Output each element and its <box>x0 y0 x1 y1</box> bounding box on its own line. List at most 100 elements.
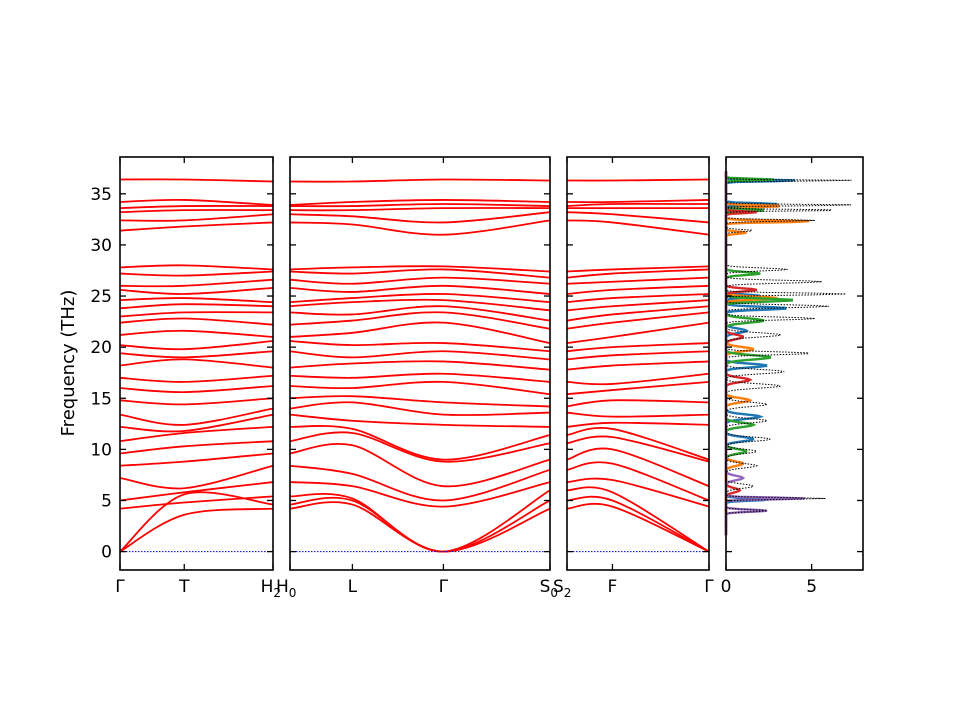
band-line <box>289 496 551 553</box>
band-line <box>119 350 274 359</box>
band-line <box>119 495 274 510</box>
band-line <box>119 425 274 443</box>
band-line <box>289 207 551 212</box>
band-line <box>566 219 710 236</box>
band-line <box>289 350 551 361</box>
y-tick-label: 0 <box>101 543 112 563</box>
band-line <box>119 311 274 318</box>
band-line <box>119 407 274 426</box>
x-tick-label: Γ <box>115 577 125 597</box>
band-line <box>289 276 551 285</box>
band-line <box>566 350 710 361</box>
band-line <box>119 205 274 210</box>
band-line <box>119 286 274 295</box>
panel-frame <box>119 156 274 571</box>
panel-frame <box>566 156 710 571</box>
band-line <box>289 292 551 304</box>
band-line <box>119 340 274 351</box>
band-line <box>566 447 710 488</box>
band-line <box>566 477 710 508</box>
band-panel-1 <box>119 156 274 571</box>
band-line <box>566 284 710 295</box>
band-line <box>289 464 551 502</box>
x-tick-label: S2 <box>553 577 571 600</box>
band-line <box>289 298 551 312</box>
dos-x-tick-label: 5 <box>806 577 817 597</box>
band-line <box>119 507 274 553</box>
x-tick-label: H0 <box>276 577 296 600</box>
y-tick-label: 10 <box>90 440 112 460</box>
band-line <box>289 265 551 273</box>
band-line <box>566 435 710 463</box>
y-axis-label: Frequency (THz) <box>58 290 79 437</box>
band-line <box>289 372 551 383</box>
band-line <box>289 443 551 488</box>
band-line <box>289 425 551 461</box>
band-line <box>119 317 274 326</box>
band-line <box>289 431 551 463</box>
x-tick-label: L <box>348 577 358 597</box>
band-line <box>119 221 274 232</box>
band-line <box>566 461 710 502</box>
band-line <box>289 489 551 553</box>
panel-frame <box>289 156 551 571</box>
band-line <box>119 397 274 406</box>
band-line <box>566 211 710 224</box>
band-line <box>119 303 274 310</box>
band-line <box>566 265 710 273</box>
x-tick-label: Γ <box>704 577 714 597</box>
band-line <box>289 360 551 371</box>
y-tick-label: 5 <box>101 491 112 511</box>
band-line <box>289 340 551 353</box>
band-line <box>289 268 551 279</box>
band-panel-2 <box>289 156 551 571</box>
band-line <box>566 178 710 182</box>
band-line <box>289 203 551 208</box>
band-line <box>566 293 710 304</box>
x-tick-label: F <box>608 577 618 597</box>
band-line <box>566 202 710 207</box>
band-line <box>566 427 710 461</box>
band-line <box>119 278 274 288</box>
band-line <box>566 311 710 330</box>
band-line <box>566 199 710 204</box>
band-line <box>289 413 551 428</box>
band-line <box>566 399 710 408</box>
band-line <box>119 440 274 455</box>
band-line <box>289 311 551 330</box>
band-line <box>566 360 710 371</box>
y-tick-label: 15 <box>90 389 112 409</box>
band-line <box>119 481 274 502</box>
band-line <box>119 452 274 467</box>
band-line <box>289 395 551 408</box>
x-tick-label: T <box>178 577 190 597</box>
dos-total-line <box>725 171 852 536</box>
band-line <box>119 270 274 277</box>
band-line <box>289 305 551 322</box>
band-line <box>119 213 274 222</box>
band-line <box>289 219 551 236</box>
band-line <box>566 299 710 312</box>
band-line <box>119 358 274 369</box>
band-line <box>566 502 710 553</box>
band-line <box>566 421 710 428</box>
dos-x-tick-label: 0 <box>721 577 732 597</box>
band-line <box>119 374 274 383</box>
y-tick-label: 35 <box>90 185 112 205</box>
band-line <box>119 297 274 304</box>
band-line <box>119 178 274 183</box>
band-line <box>566 276 710 285</box>
band-line <box>119 198 274 206</box>
band-line <box>119 264 274 271</box>
band-line <box>566 342 710 353</box>
band-line <box>119 385 274 394</box>
band-line <box>289 199 551 206</box>
band-line <box>289 284 551 295</box>
band-line <box>119 491 274 553</box>
band-panel-3 <box>566 156 710 571</box>
y-tick-label: 25 <box>90 287 112 307</box>
band-line <box>289 178 551 183</box>
x-tick-label: Γ <box>439 577 449 597</box>
